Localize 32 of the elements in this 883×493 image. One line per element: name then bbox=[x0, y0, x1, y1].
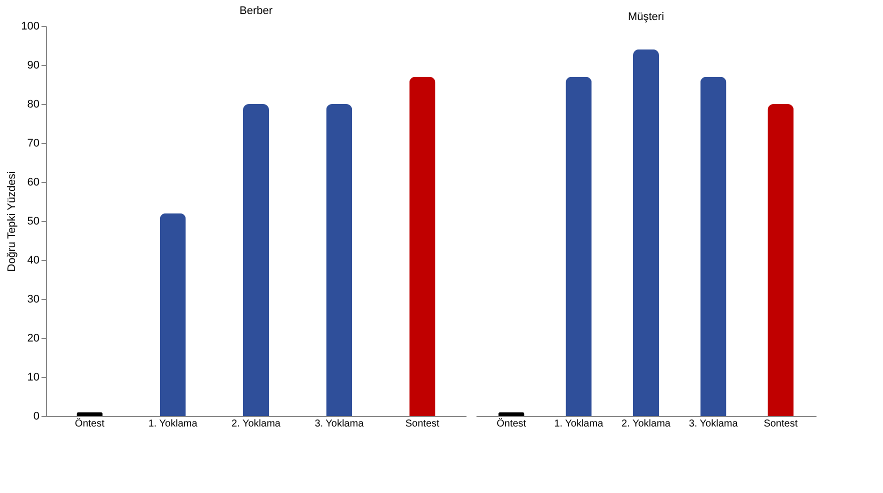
y-axis-title: Doğru Tepki Yüzdesi bbox=[6, 171, 18, 272]
x-tick-label: Sontest bbox=[405, 418, 440, 430]
x-tick-label: Öntest bbox=[74, 418, 105, 430]
bar bbox=[566, 76, 592, 416]
bar bbox=[409, 76, 436, 416]
bar bbox=[160, 213, 186, 416]
chart-title: Müşteri bbox=[628, 11, 664, 23]
y-tick-label: 0 bbox=[33, 410, 40, 422]
y-tick-label: 70 bbox=[27, 138, 40, 150]
x-tick-label: 2. Yoklama bbox=[232, 418, 281, 430]
y-tick-label: 80 bbox=[27, 98, 40, 110]
bar bbox=[768, 104, 794, 416]
chart-title: Berber bbox=[239, 5, 273, 17]
bar bbox=[700, 76, 726, 416]
y-tick-label: 20 bbox=[27, 332, 40, 344]
x-tick-label: 1. Yoklama bbox=[148, 418, 198, 430]
y-tick-label: 40 bbox=[27, 254, 40, 266]
x-tick-label: 3. Yoklama bbox=[688, 418, 738, 430]
x-tick-label: Öntest bbox=[496, 418, 526, 430]
x-tick-label: 2. Yoklama bbox=[622, 418, 671, 430]
x-tick-label: 3. Yoklama bbox=[314, 418, 364, 430]
bar bbox=[633, 49, 659, 416]
bar bbox=[243, 104, 269, 416]
y-tick-label: 50 bbox=[27, 216, 40, 228]
y-tick-label: 60 bbox=[27, 176, 40, 188]
x-tick-label: 1. Yoklama bbox=[554, 418, 604, 430]
bar bbox=[326, 104, 352, 416]
y-tick-label: 10 bbox=[27, 372, 40, 384]
y-tick-label: 100 bbox=[21, 20, 40, 32]
y-tick-label: 90 bbox=[27, 60, 40, 72]
x-tick-label: Sontest bbox=[764, 418, 798, 430]
y-tick-label: 30 bbox=[27, 294, 40, 306]
